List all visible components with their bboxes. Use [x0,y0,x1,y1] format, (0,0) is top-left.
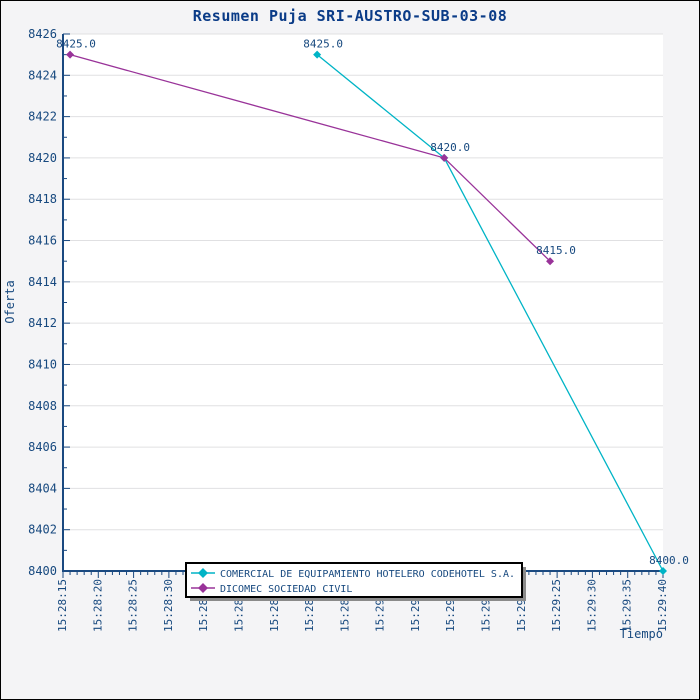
x-tick-label: 15:28:15 [56,579,69,632]
y-tick-label: 8402 [28,523,57,537]
data-point-marker [66,50,75,59]
legend-marker-diamond [198,568,208,578]
chart-title: Resumen Puja SRI-AUSTRO-SUB-03-08 [193,7,508,25]
data-point-label: 8425.0 [303,38,343,51]
x-tick-label: 15:28:20 [91,579,104,632]
y-tick-label: 8416 [28,234,57,248]
y-tick-label: 8408 [28,399,57,413]
y-tick-label: 8412 [28,316,57,330]
legend-label: COMERCIAL DE EQUIPAMIENTO HOTELERO CODEH… [220,569,515,580]
y-tick-label: 8410 [28,357,57,371]
legend-box [185,562,523,598]
x-tick-label: 15:29:30 [585,579,598,632]
data-point-marker [313,50,322,59]
y-tick-label: 8424 [28,68,57,82]
x-tick-label: 15:29:40 [656,579,669,632]
data-point-marker [440,153,449,162]
x-tick-label: 15:29:35 [621,579,634,632]
plot-layer: 8400 8402 8404 8406 8408 8410 8412 8414 8416 8418… [3,27,689,641]
y-tick-label: 8406 [28,440,57,454]
x-tick-label: 15:28:30 [162,579,175,632]
data-point-label: 8420.0 [430,141,470,154]
y-tick-label: 8420 [28,151,57,165]
plot-area [63,34,663,571]
data-point-marker [659,567,667,575]
y-axis-title: Oferta [3,280,17,323]
y-tick-label: 8418 [28,192,57,206]
y-tick-label: 8400 [28,564,57,578]
legend-marker-diamond [198,583,208,593]
legend-label: DICOMEC SOCIEDAD CIVIL [220,584,352,595]
y-tick-label: 8426 [28,27,57,41]
x-axis-title: Tiempo [620,627,663,641]
data-point-marker [546,257,555,266]
data-point-label: 8415.0 [536,244,576,257]
data-point-label: 8425.0 [56,38,96,51]
y-tick-label: 8422 [28,110,57,124]
x-tick-label: 15:28:25 [127,579,140,632]
y-tick-label: 8414 [28,275,57,289]
x-tick-label: 15:29:25 [550,579,563,632]
data-point-label: 8400.0 [649,554,689,567]
y-tick-label: 8404 [28,481,57,495]
